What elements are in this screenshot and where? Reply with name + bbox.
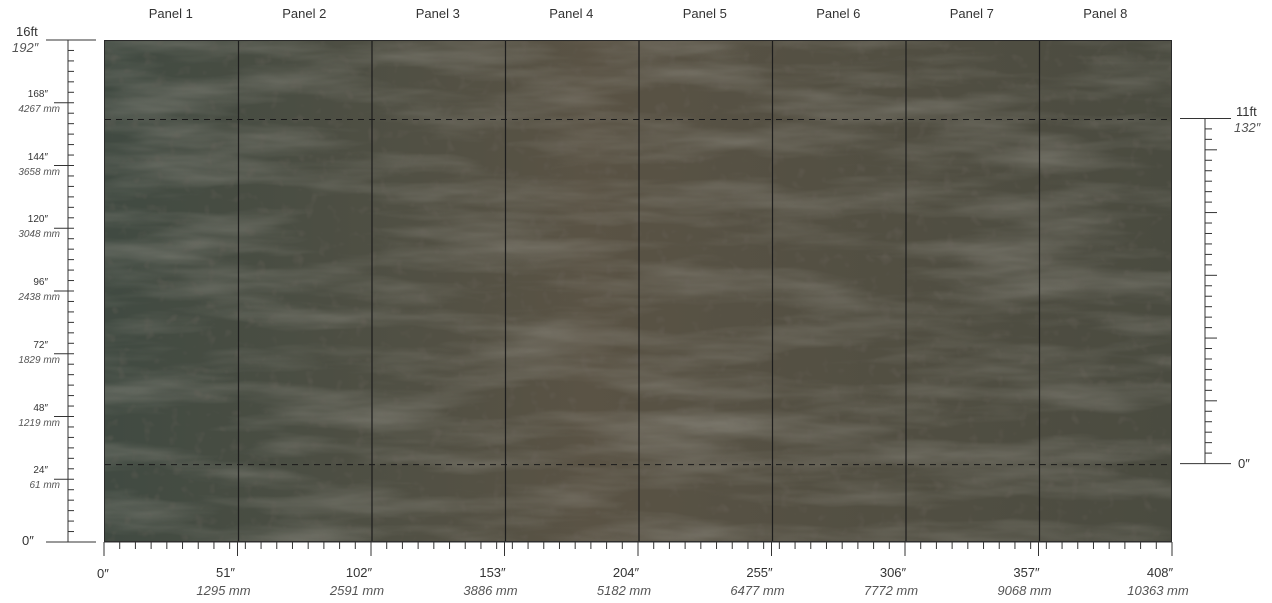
left-ruler-mm-label: 3048 mm	[18, 229, 60, 241]
left-ruler-mm-label: 1219 mm	[18, 417, 60, 429]
right-ruler-top-inches: 132″	[1234, 120, 1261, 135]
wall-texture	[105, 41, 1171, 541]
left-ruler-inch-label: 24″	[33, 465, 48, 477]
left-ruler-top-inches: 192″	[12, 40, 39, 55]
panel-label-2: Panel 2	[282, 6, 327, 21]
wall-specks	[105, 41, 1171, 541]
left-ruler-zero: 0″	[22, 533, 34, 548]
left-ruler-mm-label: 1829 mm	[18, 354, 60, 366]
left-ruler-mm-label: 4267 mm	[18, 103, 60, 115]
bottom-ruler-inch-label: 306″	[879, 565, 907, 580]
left-ruler-top-ft: 16ft	[16, 24, 38, 39]
panel-label-5: Panel 5	[682, 6, 727, 21]
left-ruler-mm-label: 2438 mm	[18, 292, 60, 303]
bottom-ruler-inch-label: 102″	[345, 565, 373, 580]
left-ruler-inch-label: 48″	[33, 402, 48, 414]
bottom-ruler-mm-label: 5182 mm	[596, 583, 652, 598]
left-ruler-inch-label: 168″	[27, 88, 48, 100]
bottom-ruler-mm-label: 1295 mm	[196, 583, 251, 598]
bottom-ruler-inch-label: 153″	[479, 565, 506, 580]
right-ruler-top-ft: 11ft	[1236, 104, 1257, 119]
bottom-ruler-mm-label: 7772 mm	[863, 583, 919, 598]
bottom-ruler-inch-label: 204″	[612, 565, 640, 580]
panel-label-6: Panel 6	[816, 6, 861, 21]
left-ruler-inch-label: 120″	[27, 214, 48, 226]
left-ruler-inch-label: 144″	[27, 151, 48, 163]
panel-label-8: Panel 8	[1083, 6, 1128, 21]
bottom-ruler-mm-label: 3886 mm	[463, 583, 518, 598]
bottom-ruler-inch-label: 255″	[746, 565, 773, 580]
bottom-ruler-mm-label: 9068 mm	[997, 583, 1052, 598]
bottom-ruler-mm-label: 10363 mm	[1127, 583, 1189, 598]
wall-preview	[104, 40, 1172, 542]
left-ruler-mm-label: 3658 mm	[18, 166, 60, 178]
bottom-ruler-inch-label: 51″	[215, 565, 236, 580]
bottom-ruler-inch-label: 357″	[1013, 565, 1040, 580]
bottom-ruler-mm-label: 6477 mm	[730, 583, 785, 598]
bottom-ruler-inch-label: 408″	[1146, 565, 1174, 580]
bottom-ruler-mm-label: 2591 mm	[329, 583, 385, 598]
left-ruler-mm-label: 61 mm	[29, 480, 60, 492]
left-ruler-inch-label: 72″	[33, 339, 48, 351]
left-ruler-inch-label: 96″	[33, 277, 48, 288]
panel-label-3: Panel 3	[415, 6, 460, 21]
panel-labels: Panel 1 Panel 2 Panel 3 Panel 4 Panel 5 …	[104, 6, 1172, 28]
panel-label-1: Panel 1	[148, 6, 193, 21]
wall-height-guides	[105, 118, 1171, 466]
bottom-ruler-zero: 0″	[97, 566, 109, 581]
right-ruler-zero: 0″	[1238, 456, 1250, 471]
panel-label-7: Panel 7	[949, 6, 994, 21]
panel-label-4: Panel 4	[549, 6, 594, 21]
panel-seams	[237, 41, 1041, 541]
